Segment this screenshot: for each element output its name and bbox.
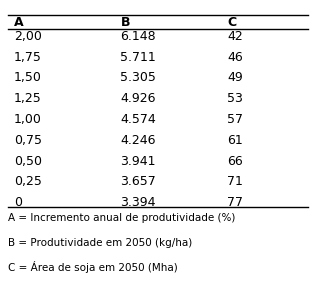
Text: 4.246: 4.246 xyxy=(120,134,156,147)
Text: 1,75: 1,75 xyxy=(14,51,42,63)
Text: 71: 71 xyxy=(227,176,243,188)
Text: C = Área de soja em 2050 (Mha): C = Área de soja em 2050 (Mha) xyxy=(8,261,177,273)
Text: 77: 77 xyxy=(227,196,243,209)
Text: 1,50: 1,50 xyxy=(14,71,42,84)
Text: 1,00: 1,00 xyxy=(14,113,42,126)
Text: B = Produtividade em 2050 (kg/ha): B = Produtividade em 2050 (kg/ha) xyxy=(8,238,192,248)
Text: 0,50: 0,50 xyxy=(14,155,42,167)
Text: 2,00: 2,00 xyxy=(14,30,42,43)
Text: C: C xyxy=(227,15,236,29)
Text: 3.941: 3.941 xyxy=(120,155,156,167)
Text: 6.148: 6.148 xyxy=(120,30,156,43)
Text: 61: 61 xyxy=(227,134,243,147)
Text: 1,25: 1,25 xyxy=(14,92,42,105)
Text: 3.657: 3.657 xyxy=(120,176,156,188)
Text: 0,25: 0,25 xyxy=(14,176,42,188)
Text: 46: 46 xyxy=(227,51,243,63)
Text: 4.574: 4.574 xyxy=(120,113,156,126)
Text: 53: 53 xyxy=(227,92,243,105)
Text: A = Incremento anual de produtividade (%): A = Incremento anual de produtividade (%… xyxy=(8,213,235,224)
Text: 49: 49 xyxy=(227,71,243,84)
Text: 57: 57 xyxy=(227,113,243,126)
Text: 0,75: 0,75 xyxy=(14,134,42,147)
Text: 4.926: 4.926 xyxy=(120,92,156,105)
Text: 0: 0 xyxy=(14,196,22,209)
Text: 5.711: 5.711 xyxy=(120,51,156,63)
Text: A: A xyxy=(14,15,24,29)
Text: 5.305: 5.305 xyxy=(120,71,156,84)
Text: 42: 42 xyxy=(227,30,243,43)
Text: B: B xyxy=(120,15,130,29)
Text: 3.394: 3.394 xyxy=(120,196,156,209)
Text: 66: 66 xyxy=(227,155,243,167)
